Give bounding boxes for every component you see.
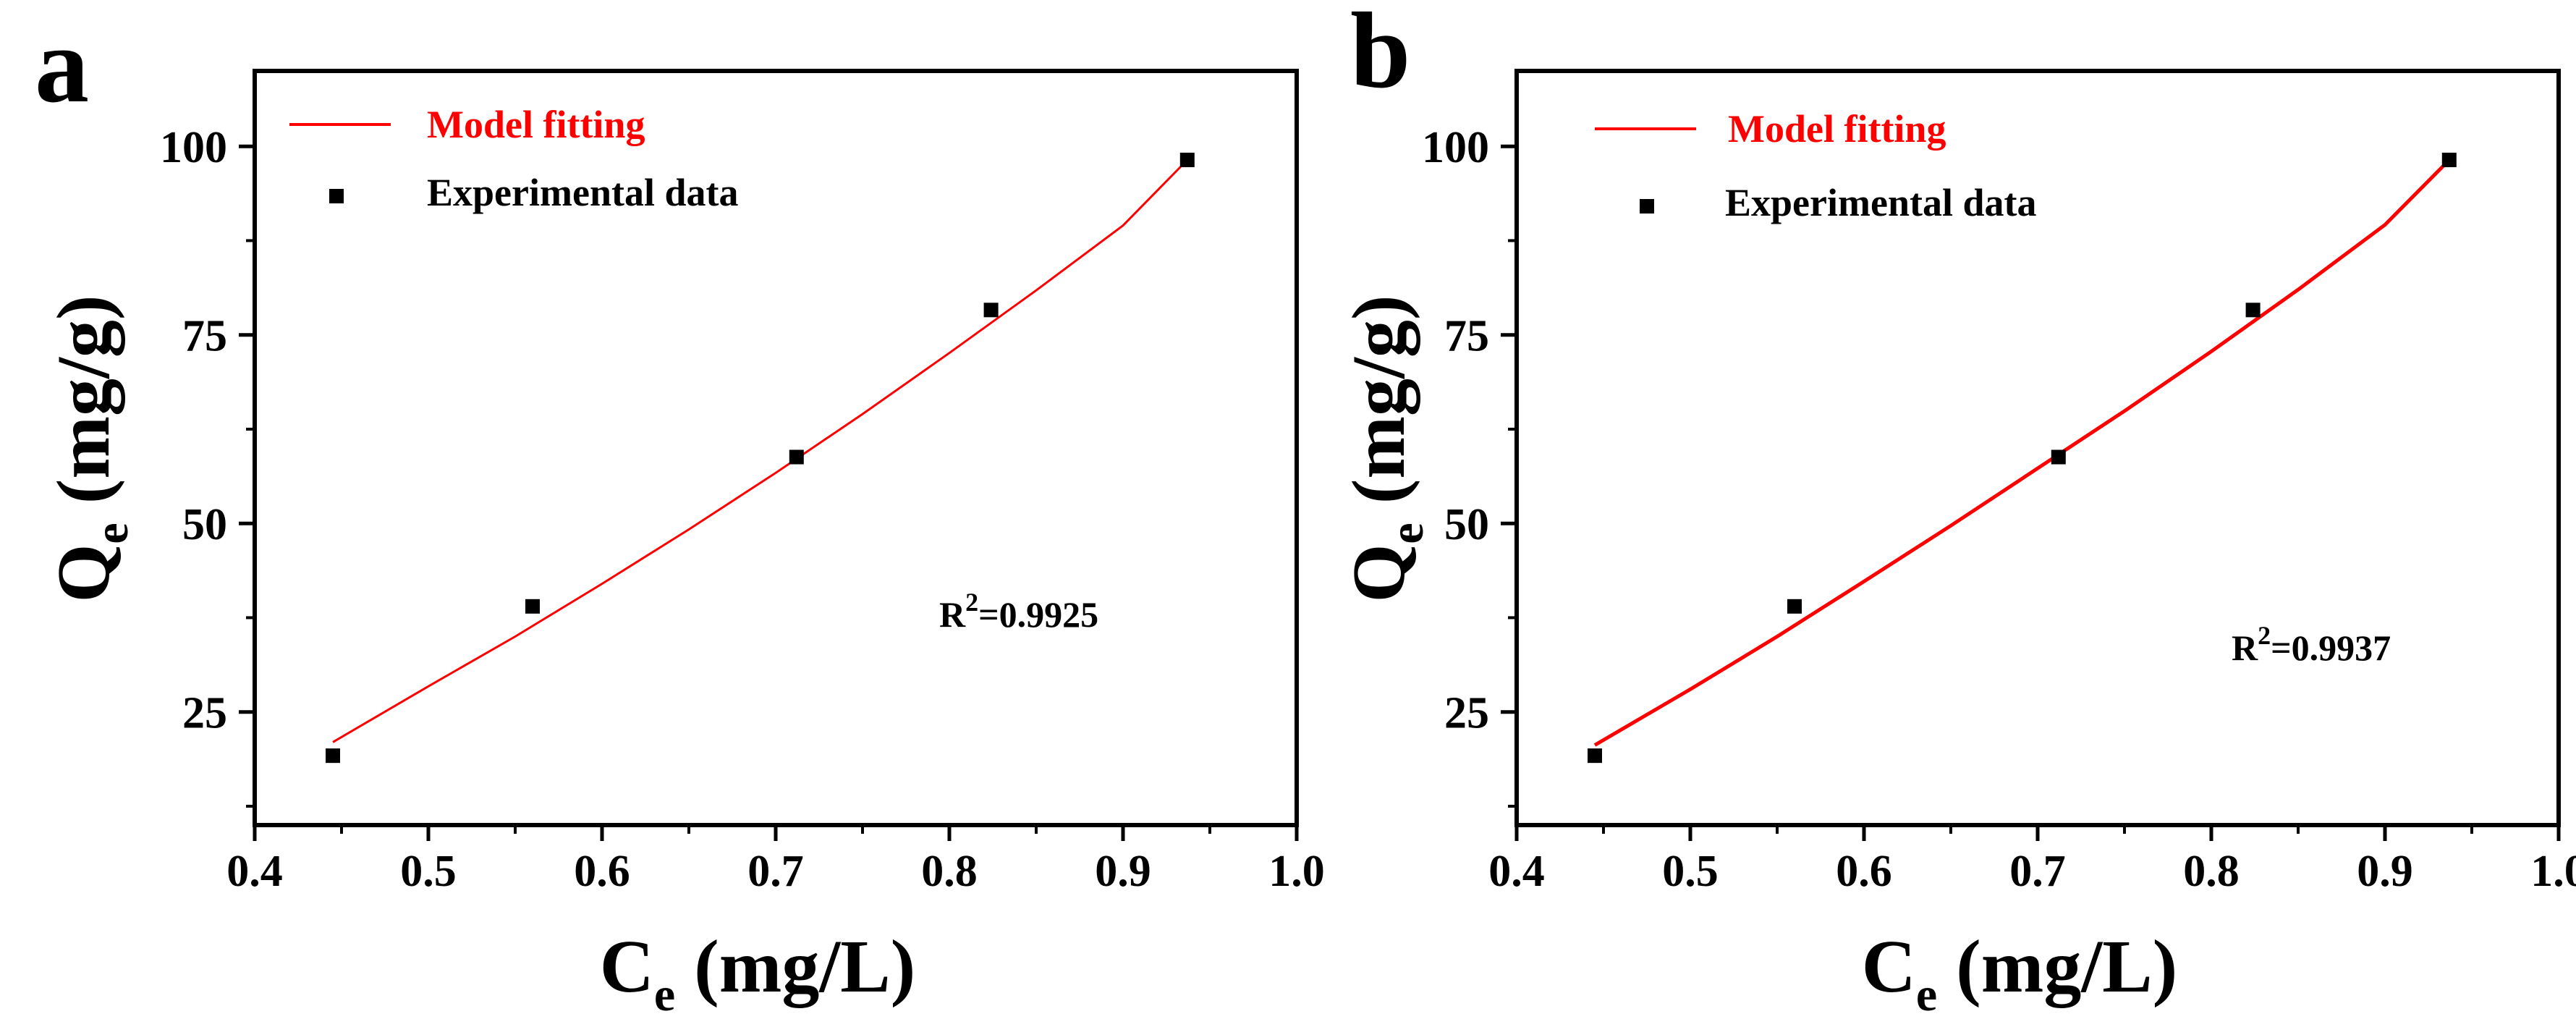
data-point (525, 599, 540, 614)
r2-annotation: R2=0.9937 (2232, 621, 2391, 668)
x-tick-label: 0.8 (921, 847, 978, 896)
r2-annotation: R2=0.9925 (939, 588, 1098, 635)
y-tick-label: 50 (1444, 500, 1489, 549)
y-tick-label: 25 (182, 689, 227, 738)
plot-frame (1514, 69, 2561, 827)
legend-exp-label: Experimental data (427, 171, 738, 214)
y-tick-label: 100 (1422, 123, 1489, 172)
x-ticks: 0.4 0.5 0.6 0.7 0.8 0.9 1.0 (1488, 825, 2576, 896)
y-axis-unit: (mg/g) (42, 295, 125, 523)
y-axis-main: Q (1337, 544, 1420, 603)
legend-fit-label: Model fitting (1728, 107, 1946, 151)
x-tick-label: 0.6 (1836, 847, 1892, 896)
y-tick-label: 25 (1444, 689, 1489, 738)
x-tick-label: 1.0 (2530, 847, 2576, 896)
panel-b: b 0.4 0.5 0.6 0.7 0.8 0.9 1.0 25 50 75 100 Model … (1337, 0, 2576, 1021)
legend-marker-swatch (1640, 199, 1654, 214)
x-tick-label: 0.7 (2009, 847, 2066, 896)
data-point (2245, 303, 2261, 318)
panel-letter: a (35, 5, 89, 125)
x-axis-main: C (1862, 925, 1916, 1008)
panel-letter: b (1350, 0, 1410, 111)
legend-exp-label: Experimental data (1725, 181, 2036, 224)
data-point (1787, 599, 1802, 614)
legend-fit-label: Model fitting (427, 103, 645, 146)
r2-prefix: R (939, 594, 966, 635)
x-tick-label: 0.9 (1095, 847, 1151, 896)
y-tick-label: 75 (182, 312, 227, 361)
r2-value: =0.9937 (2271, 627, 2391, 668)
data-point (789, 449, 804, 465)
x-axis-unit: (mg/L) (1937, 925, 2177, 1008)
y-axis-title: Qe (mg/g) (42, 295, 138, 603)
x-axis-sub: e (1916, 968, 1937, 1021)
legend-marker-swatch (329, 189, 344, 203)
fit-line (332, 159, 1188, 743)
r2-prefix: R (2232, 627, 2258, 668)
x-tick-label: 0.9 (2357, 847, 2413, 896)
y-tick-label: 50 (182, 500, 227, 549)
y-axis-main: Q (42, 544, 125, 603)
x-axis-title: Ce (mg/L) (600, 925, 916, 1021)
r2-superscript: 2 (965, 588, 978, 617)
x-axis-sub: e (654, 968, 675, 1021)
x-tick-label: 0.6 (574, 847, 630, 896)
x-tick-label: 0.4 (226, 847, 283, 896)
r2-superscript: 2 (2258, 621, 2271, 650)
plot-content (326, 152, 1195, 764)
y-ticks: 25 50 75 100 (1422, 123, 1517, 808)
x-tick-label: 0.5 (400, 847, 457, 896)
x-axis-title: Ce (mg/L) (1862, 925, 2178, 1021)
y-axis-unit: (mg/g) (1337, 295, 1420, 523)
panel-a: a 0.4 0.5 0.6 0.7 0.8 0.9 1.0 25 50 75 100 Model … (35, 5, 1325, 1021)
data-point (1588, 748, 1602, 764)
plot-frame (253, 69, 1299, 827)
data-point (2051, 449, 2066, 465)
fit-line (1593, 159, 2451, 747)
x-tick-label: 0.8 (2183, 847, 2240, 896)
x-axis-main: C (600, 925, 654, 1008)
data-point (1179, 152, 1195, 167)
x-tick-label: 0.7 (747, 847, 804, 896)
x-tick-label: 0.4 (1488, 847, 1545, 896)
plot-content (1588, 152, 2457, 764)
y-ticks: 25 50 75 100 (160, 123, 255, 808)
y-axis-sub: e (1381, 523, 1433, 544)
x-axis-unit: (mg/L) (675, 925, 915, 1008)
x-ticks: 0.4 0.5 0.6 0.7 0.8 0.9 1.0 (226, 825, 1325, 896)
y-tick-label: 75 (1444, 312, 1489, 361)
r2-value: =0.9925 (978, 594, 1098, 635)
data-point (983, 303, 999, 318)
y-axis-sub: e (85, 523, 138, 544)
y-tick-label: 100 (160, 123, 227, 172)
x-tick-label: 0.5 (1662, 847, 1719, 896)
y-axis-title: Qe (mg/g) (1337, 295, 1433, 603)
data-point (326, 748, 340, 764)
data-point (2441, 152, 2457, 167)
x-tick-label: 1.0 (1268, 847, 1325, 896)
